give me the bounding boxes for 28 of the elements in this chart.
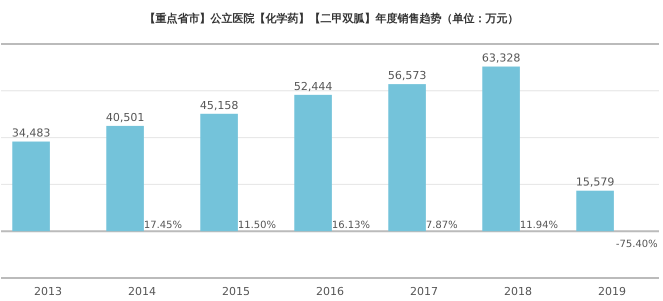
- x-tick-label: 2017: [410, 285, 438, 298]
- bar: [106, 126, 144, 232]
- bar: [576, 190, 614, 232]
- x-tick-label: 2018: [504, 285, 532, 298]
- data-label: 34,483: [12, 126, 50, 140]
- data-label: 52,444: [294, 80, 332, 93]
- bar: [12, 142, 50, 232]
- chart-title: 【重点省市】公立医院【化学药】【二甲双胍】年度销售趋势（单位：万元）: [144, 12, 518, 25]
- x-tick-label: 2016: [316, 285, 344, 298]
- annotation: 7.87%: [426, 220, 458, 232]
- data-label: 45,158: [200, 98, 238, 112]
- annotation: -75.40%: [616, 239, 658, 250]
- x-tick-label: 2019: [598, 285, 626, 298]
- annotation: 17.45%: [144, 220, 182, 232]
- data-label: 63,328: [482, 52, 520, 65]
- annotation: 16.13%: [332, 220, 370, 232]
- data-label: 15,579: [576, 176, 614, 189]
- annotation: 11.94%: [520, 220, 558, 232]
- data-label: 40,501: [106, 110, 144, 124]
- bar: [388, 84, 426, 232]
- bar: [200, 114, 238, 232]
- annotation: 11.50%: [238, 220, 276, 232]
- bar: [294, 94, 332, 232]
- x-tick-label: 2014: [128, 285, 156, 298]
- x-tick-label: 2015: [222, 285, 250, 298]
- bar: [482, 66, 520, 232]
- x-tick-label: 2013: [34, 285, 62, 298]
- data-label: 56,573: [388, 69, 426, 82]
